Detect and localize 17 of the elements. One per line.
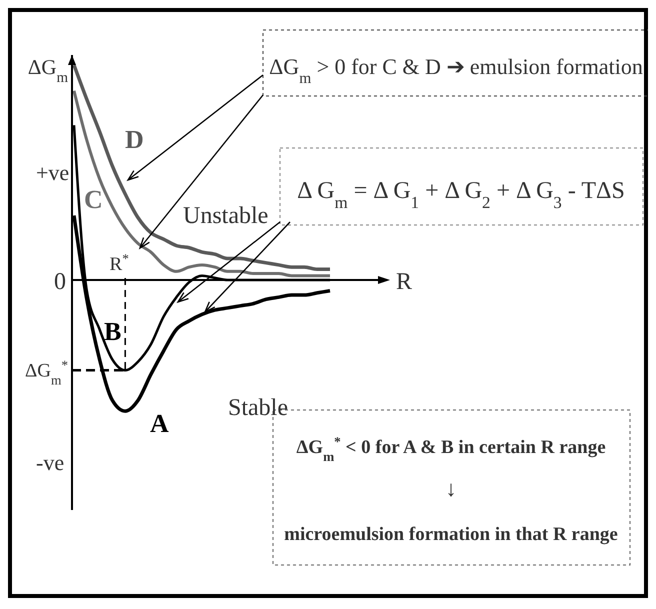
series-label: D — [125, 125, 144, 154]
text: Δ G$_{m}$ = Δ G$_{1}$ + Δ G$_{2}$ + Δ G$_{3}$ - TΔS — [297, 178, 625, 212]
series-label: B — [104, 317, 122, 346]
x-axis-title: R — [396, 269, 412, 295]
text: -ve — [36, 450, 64, 475]
y-axis-title: ΔG$_{m}$ — [28, 55, 69, 86]
text: microemulsion formation in that R range — [284, 524, 618, 545]
annotation: Stable — [228, 395, 288, 421]
series-label: C — [84, 185, 103, 214]
annotation: R$^{*}$ — [110, 250, 130, 275]
text: 0 — [54, 269, 66, 295]
text: ΔG$_{m}$$^{*}$ < 0 for A & B in certain R range — [296, 434, 606, 464]
annotation: ΔG$_{m}$ > 0 for C & D ➔ emulsion formation — [269, 54, 643, 86]
series-label: A — [150, 409, 169, 438]
annotation: Unstable — [183, 203, 268, 229]
annotation: +ve — [36, 160, 70, 185]
text: ↓ — [446, 476, 456, 501]
